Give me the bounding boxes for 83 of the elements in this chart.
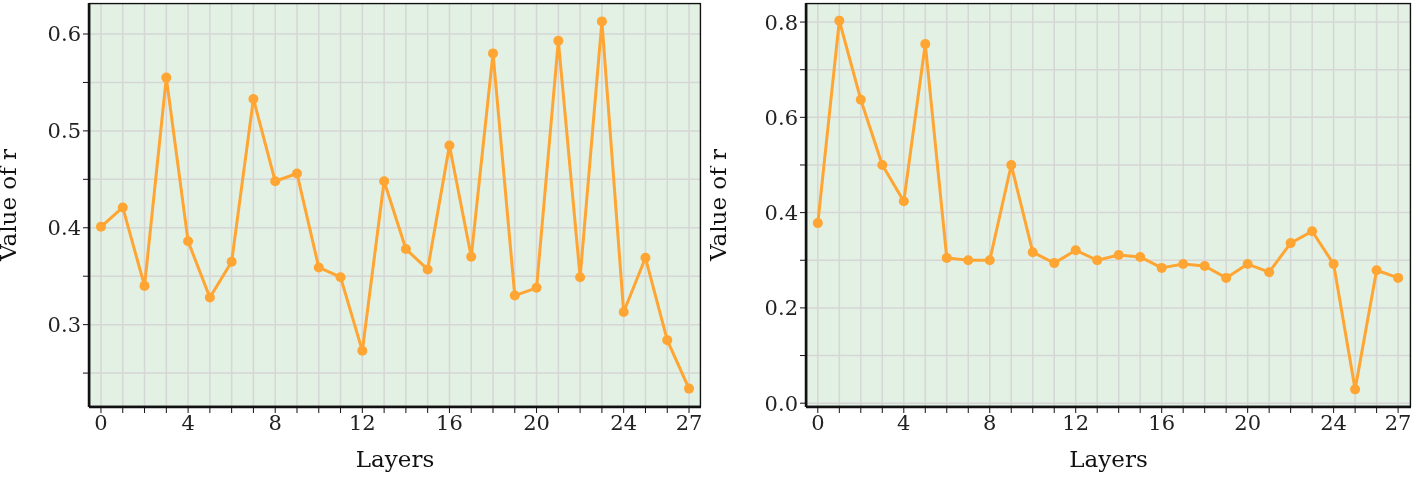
y-tick-label: 0.6 (764, 105, 798, 130)
point (335, 272, 346, 283)
point (531, 282, 542, 293)
y-tick-label: 0.2 (764, 296, 798, 321)
point (618, 307, 629, 318)
point (1264, 267, 1275, 278)
x-tick-label: 24 (1320, 410, 1347, 435)
x-tick-label: 8 (983, 410, 997, 435)
x-tick-label: 16 (1148, 410, 1176, 435)
y-tick-label: 0.8 (764, 10, 798, 35)
point (684, 383, 695, 394)
point (855, 94, 866, 105)
point (662, 335, 673, 346)
point (422, 264, 433, 275)
point (1006, 159, 1017, 170)
point (139, 280, 150, 291)
y-tick-label: 0.4 (47, 216, 81, 241)
point (1049, 258, 1060, 269)
y-tick-label: 0.3 (47, 313, 81, 338)
x-tick-label: 0 (94, 410, 108, 435)
x-tick-label: 27 (1384, 410, 1412, 435)
point (1199, 260, 1210, 271)
y-tick-label: 0.6 (47, 22, 81, 47)
point (248, 93, 259, 104)
x-tick-label: 12 (1062, 410, 1090, 435)
x-tick-label: 27 (675, 410, 703, 435)
y-tick-label: 0.4 (764, 201, 798, 226)
point (553, 35, 564, 46)
point (1070, 245, 1081, 256)
x-tick-label: 4 (181, 410, 195, 435)
point (466, 251, 477, 262)
point (1393, 272, 1404, 283)
x-axis-title: Layers (1069, 446, 1148, 472)
point (920, 38, 931, 49)
point (488, 48, 499, 59)
point (379, 176, 390, 187)
point (204, 292, 215, 303)
x-tick-label: 24 (610, 410, 638, 435)
x-tick-label: 20 (523, 410, 550, 435)
point (984, 255, 995, 266)
x-tick-label: 20 (1234, 410, 1262, 435)
point (898, 196, 909, 207)
point (877, 159, 888, 170)
point (941, 252, 952, 263)
point (1113, 250, 1124, 261)
point (1307, 226, 1318, 237)
point (575, 272, 586, 283)
point (444, 140, 455, 151)
point (1285, 238, 1296, 249)
point (183, 236, 194, 247)
point (596, 16, 607, 27)
point (400, 244, 411, 255)
x-tick-label: 12 (348, 410, 376, 435)
point (1092, 255, 1103, 266)
point (1135, 251, 1146, 262)
point (357, 345, 368, 356)
point (313, 262, 324, 273)
point (1221, 272, 1232, 283)
point (270, 176, 281, 187)
point (1242, 259, 1253, 270)
point (95, 221, 106, 232)
point (1328, 259, 1339, 270)
x-tick-label: 8 (268, 410, 282, 435)
point (161, 72, 172, 83)
point (1027, 247, 1038, 258)
point (117, 202, 128, 213)
point (1371, 265, 1382, 276)
point (509, 290, 520, 301)
point (812, 218, 823, 229)
point (226, 256, 237, 267)
point (1350, 384, 1361, 395)
y-tick-label: 0.0 (764, 391, 798, 416)
x-tick-label: 16 (436, 410, 463, 435)
point (963, 255, 974, 266)
point (1156, 262, 1167, 273)
point (291, 168, 302, 179)
point (1178, 259, 1189, 270)
x-tick-label: 4 (897, 410, 911, 435)
point (640, 252, 651, 263)
x-tick-label: 0 (811, 410, 825, 435)
y-tick-label: 0.5 (47, 119, 81, 144)
x-axis-title: Layers (355, 446, 435, 472)
point (834, 15, 845, 26)
